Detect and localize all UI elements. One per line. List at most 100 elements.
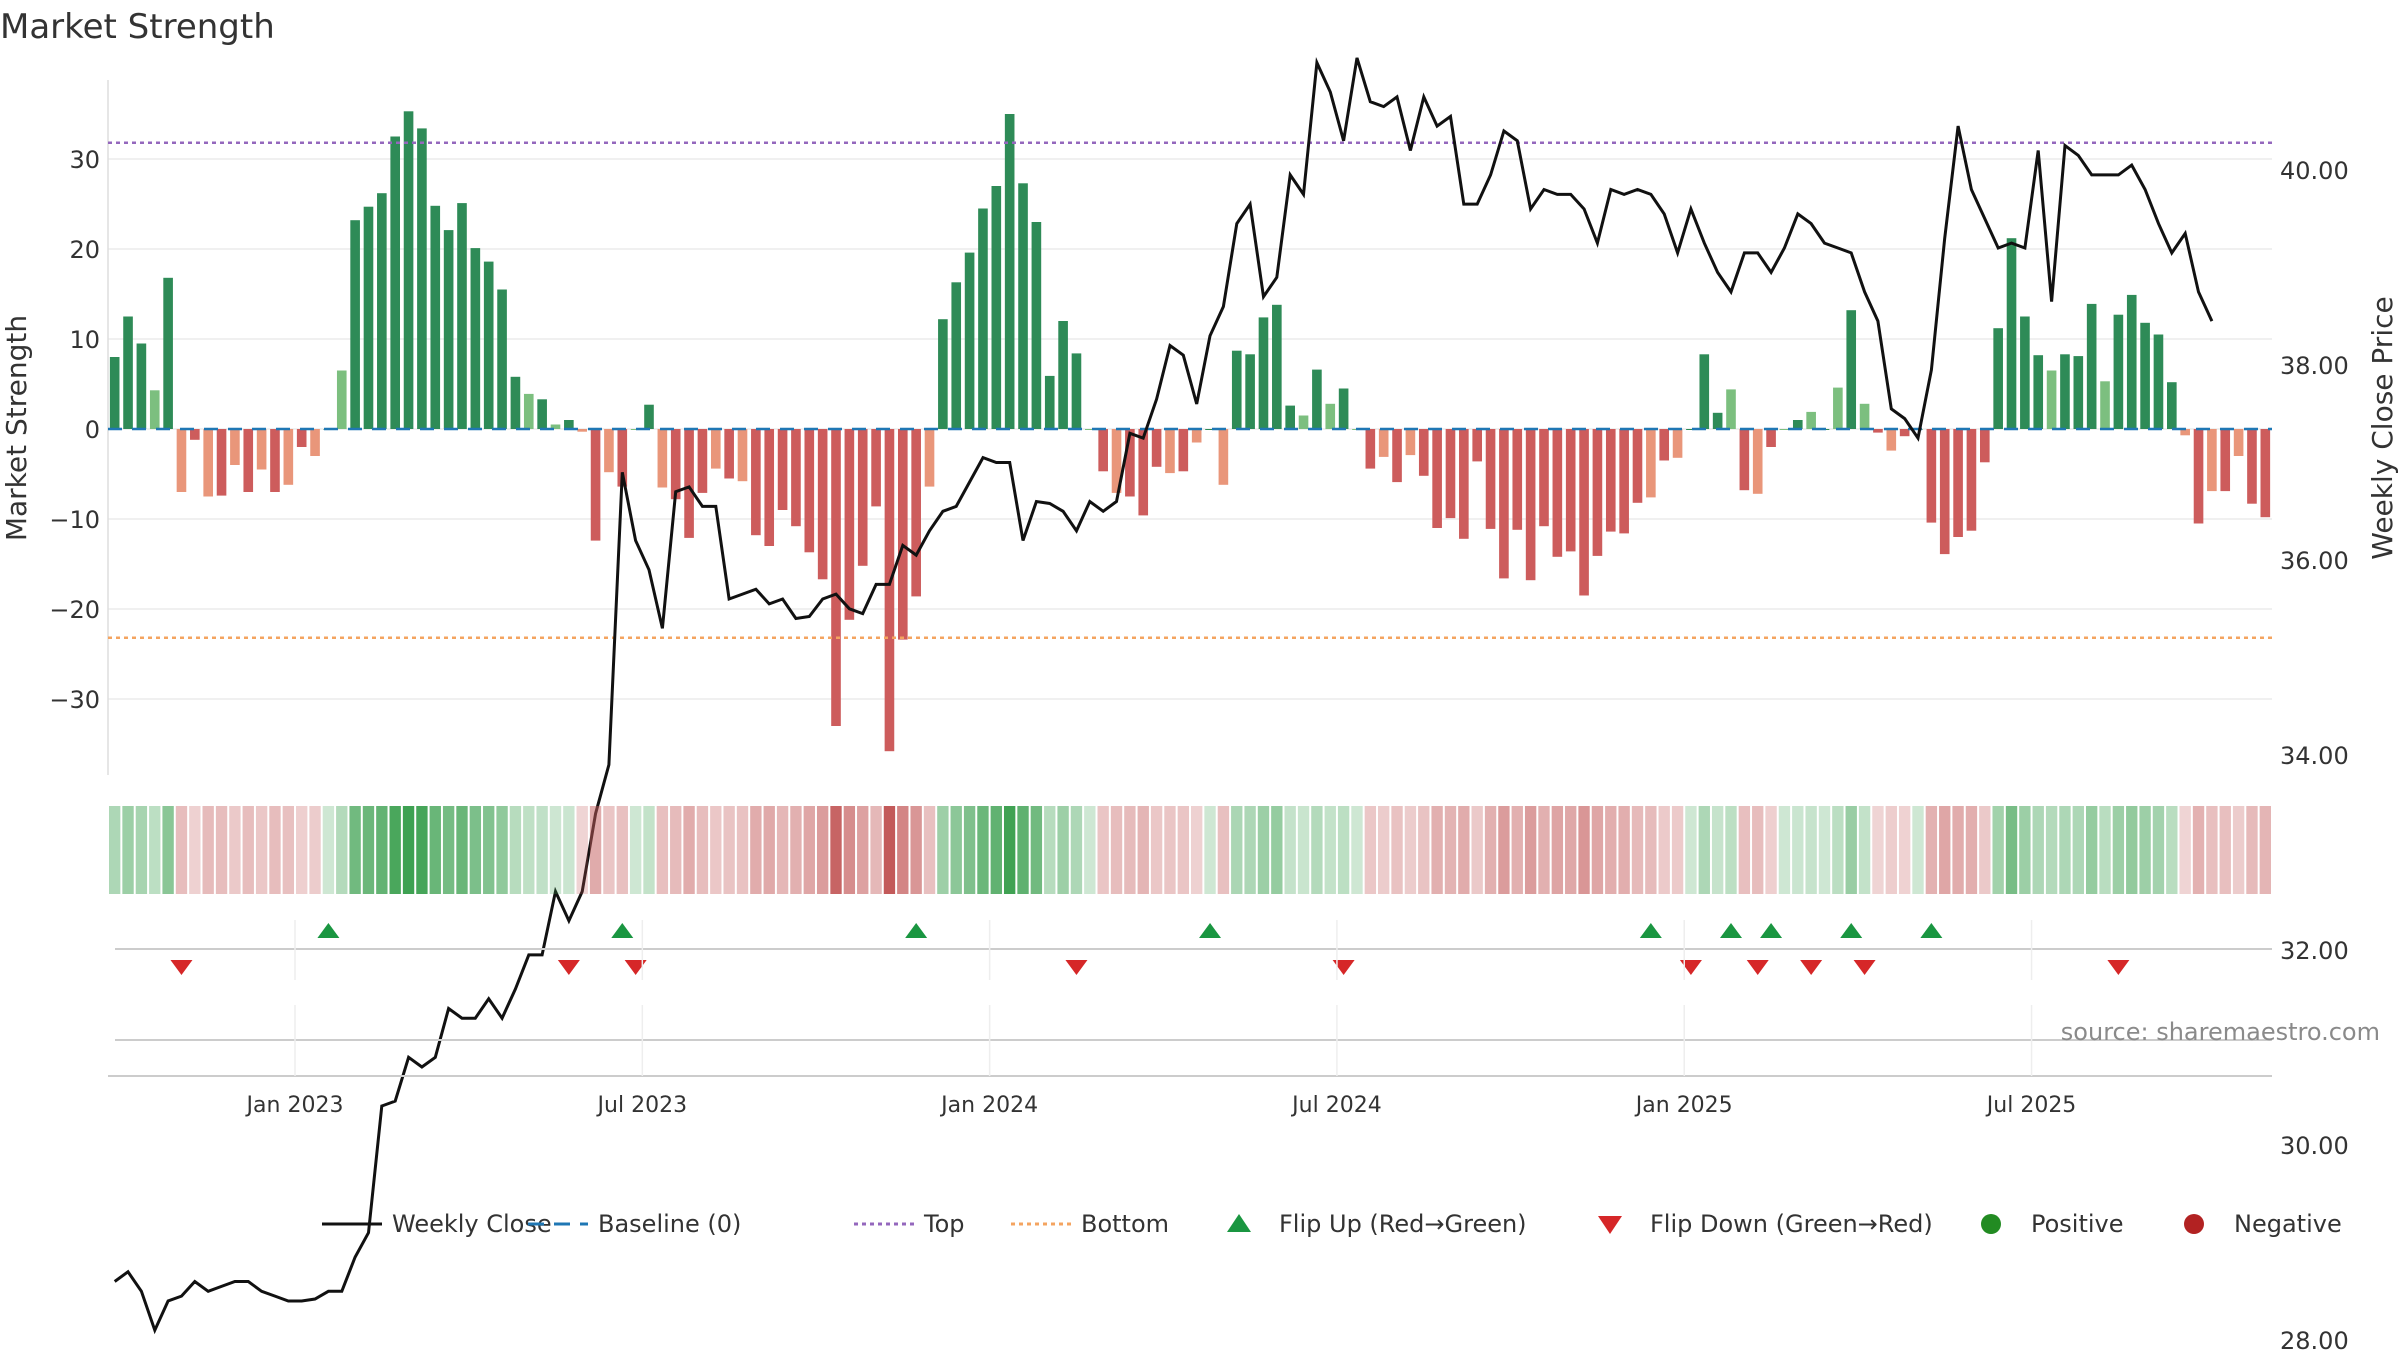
heat-cell bbox=[389, 806, 401, 894]
heat-cell bbox=[135, 806, 148, 894]
heat-cell bbox=[1631, 806, 1644, 894]
strength-bar bbox=[1833, 387, 1843, 429]
strength-bar bbox=[1632, 429, 1643, 503]
flip-markers bbox=[115, 923, 2272, 1041]
strength-bar bbox=[590, 429, 601, 541]
strength-bar bbox=[657, 429, 668, 488]
flip-down-marker bbox=[624, 960, 647, 975]
strength-bar bbox=[1098, 429, 1108, 472]
strength-bar bbox=[1659, 429, 1670, 461]
strength-bar bbox=[2046, 370, 2057, 429]
strength-bar bbox=[2167, 382, 2177, 429]
strength-bar bbox=[2020, 316, 2030, 429]
heat-cell bbox=[1391, 806, 1403, 894]
heat-cell bbox=[215, 806, 228, 894]
strength-bar bbox=[670, 429, 681, 500]
strength-bar bbox=[1592, 429, 1603, 556]
heat-cell bbox=[763, 806, 775, 894]
strength-bar bbox=[1312, 369, 1322, 429]
strength-bar bbox=[1806, 411, 1816, 429]
strength-bar bbox=[710, 429, 721, 469]
strength-bar bbox=[1231, 350, 1242, 429]
strength-bar bbox=[510, 376, 521, 429]
x-axis-ticks: Jan 2023 Jul 2023 Jan 2024 Jul 2024 Jan 2025… bbox=[108, 920, 2272, 1118]
strength-bar bbox=[724, 429, 734, 479]
heat-cell bbox=[2032, 806, 2044, 894]
heat-cell bbox=[910, 806, 922, 894]
strength-bar bbox=[1485, 429, 1496, 529]
heat-cell bbox=[1711, 806, 1724, 894]
strength-bar bbox=[2193, 429, 2204, 524]
strength-bar bbox=[1044, 375, 1055, 429]
y-tick-label: 0 bbox=[85, 416, 100, 444]
legend-symbol bbox=[1598, 1216, 1622, 1234]
legend-label: Flip Up (Red→Green) bbox=[1279, 1210, 1527, 1238]
heat-cell bbox=[723, 806, 735, 894]
strength-bar bbox=[523, 393, 534, 429]
strength-bar bbox=[1392, 429, 1402, 483]
heat-cell bbox=[2005, 806, 2018, 894]
strength-bar bbox=[310, 429, 320, 456]
heat-cell bbox=[1084, 806, 1096, 894]
heat-cell bbox=[1110, 806, 1123, 894]
flip-down-marker bbox=[1332, 960, 1355, 975]
heat-cell bbox=[883, 806, 896, 894]
x-tick-label: Jan 2023 bbox=[245, 1093, 344, 1118]
strength-bar bbox=[951, 282, 962, 429]
y2-axis-label: Weekly Close Price bbox=[2366, 296, 2399, 559]
strength-bar bbox=[1365, 429, 1376, 469]
heat-cell bbox=[1324, 806, 1336, 894]
heat-cell bbox=[376, 806, 388, 894]
strength-bar bbox=[2126, 294, 2137, 429]
heat-cell bbox=[2085, 806, 2098, 894]
y2-tick-label: 36.00 bbox=[2280, 547, 2349, 575]
strength-bar bbox=[1886, 429, 1897, 451]
strength-bar bbox=[978, 208, 988, 429]
heat-cell bbox=[670, 806, 682, 894]
strength-bar bbox=[1873, 429, 1883, 433]
heat-cell bbox=[362, 806, 375, 894]
heat-cell bbox=[1845, 806, 1857, 894]
strength-bar bbox=[1686, 429, 1696, 430]
strength-bar bbox=[537, 399, 547, 429]
heat-cell bbox=[1952, 806, 1964, 894]
heat-cell bbox=[1284, 806, 1296, 894]
heat-cell bbox=[1939, 806, 1951, 894]
heat-cell bbox=[1591, 806, 1604, 894]
flip-down-marker bbox=[1853, 960, 1876, 975]
strength-bar bbox=[1004, 114, 1015, 429]
legend-symbol bbox=[1227, 1214, 1251, 1232]
strength-bar bbox=[149, 390, 160, 429]
heat-cell bbox=[897, 806, 909, 894]
strength-bar bbox=[964, 252, 975, 429]
heat-cell bbox=[1872, 806, 1884, 894]
heat-cell bbox=[643, 806, 655, 894]
y2-tick-label: 30.00 bbox=[2280, 1132, 2349, 1160]
heat-cell bbox=[1778, 806, 1791, 894]
strength-bar bbox=[1953, 429, 1963, 537]
heat-cell bbox=[2099, 806, 2111, 894]
strength-bar bbox=[1979, 429, 1990, 463]
strength-bar bbox=[938, 319, 948, 429]
heat-cell bbox=[1578, 806, 1590, 894]
strength-bar bbox=[443, 230, 454, 429]
flip-down-marker bbox=[1065, 960, 1088, 975]
heat-cell bbox=[523, 806, 535, 894]
strength-bar bbox=[1699, 354, 1710, 429]
flip-up-marker bbox=[905, 923, 928, 938]
strength-bar bbox=[2140, 322, 2150, 429]
legend: Weekly Close Baseline (0) Top Bottom Flip Up… bbox=[322, 1210, 2342, 1238]
chart-title: Market Strength bbox=[0, 7, 275, 47]
heat-cell bbox=[202, 806, 214, 894]
heat-cell bbox=[1137, 806, 1149, 894]
y2-tick-label: 28.00 bbox=[2280, 1327, 2349, 1350]
flip-up-marker bbox=[1840, 923, 1863, 938]
strength-bar bbox=[1325, 403, 1336, 429]
heat-cell bbox=[1792, 806, 1804, 894]
heat-cell bbox=[1244, 806, 1256, 894]
weekly-close-series bbox=[113, 57, 2214, 1335]
heat-cell bbox=[629, 806, 642, 894]
heat-cell bbox=[1431, 806, 1443, 894]
y2-axis-ticks: 40.00 38.00 36.00 34.00 32.00 30.00 28.00 bbox=[2280, 157, 2349, 1354]
strength-bar bbox=[564, 420, 574, 429]
